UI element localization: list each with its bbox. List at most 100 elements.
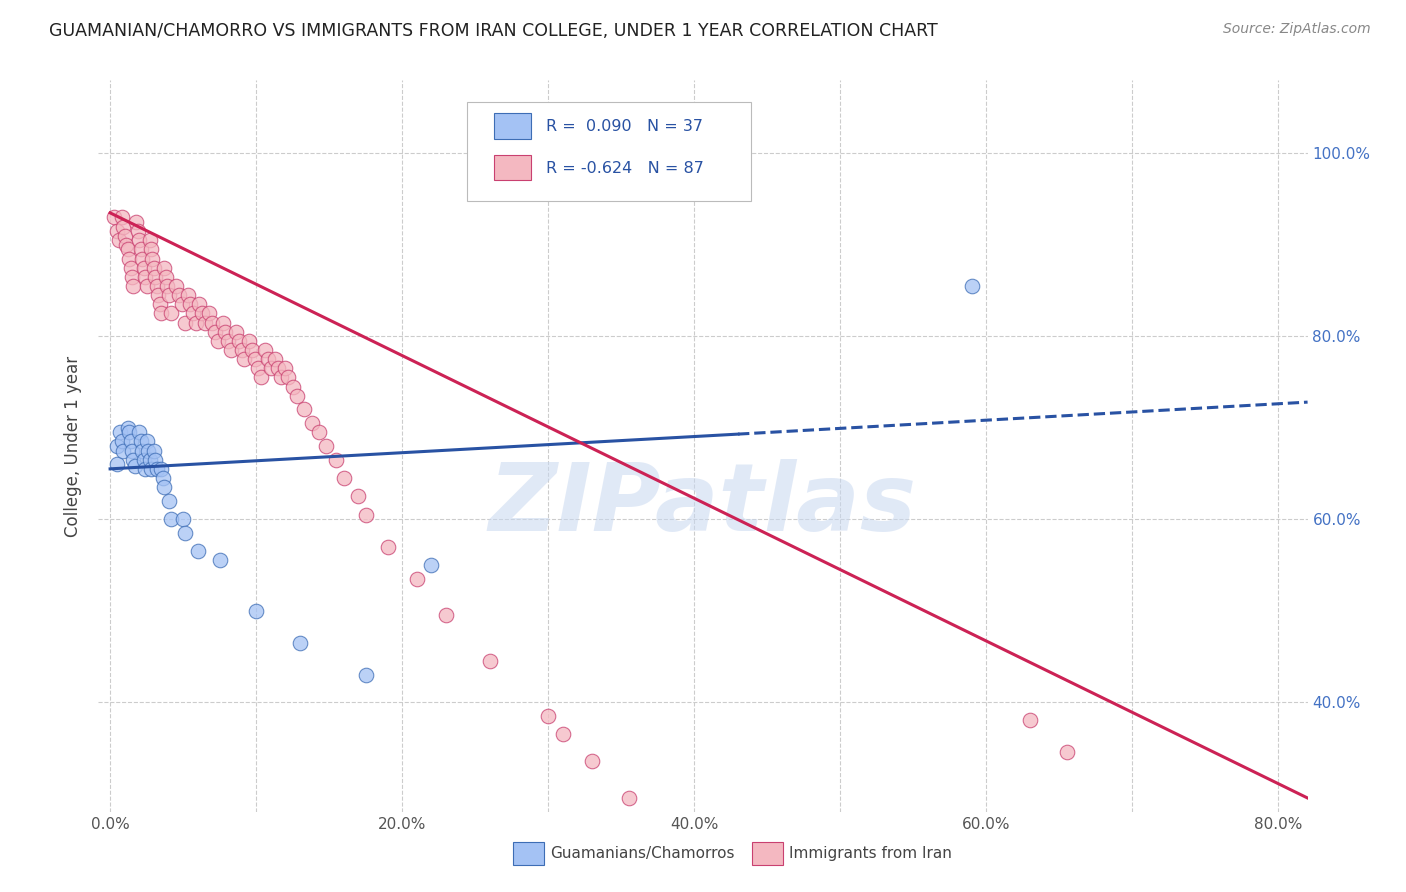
Point bbox=[135, 279, 157, 293]
Point bbox=[136, 443, 159, 458]
Point bbox=[217, 334, 239, 348]
Point bbox=[308, 425, 330, 440]
Point bbox=[228, 334, 250, 348]
Point bbox=[478, 654, 501, 668]
Point bbox=[194, 316, 217, 330]
Text: R =  0.090   N = 37: R = 0.090 N = 37 bbox=[546, 119, 703, 134]
Point bbox=[127, 224, 149, 238]
Point bbox=[281, 379, 304, 393]
Point bbox=[122, 452, 145, 467]
Point bbox=[114, 228, 136, 243]
Point bbox=[122, 279, 145, 293]
Point bbox=[188, 297, 211, 311]
Point bbox=[238, 334, 260, 348]
Point bbox=[960, 279, 983, 293]
Point bbox=[274, 361, 297, 376]
Point bbox=[120, 434, 142, 449]
Point bbox=[103, 211, 125, 225]
Point bbox=[132, 452, 155, 467]
Point bbox=[172, 512, 194, 526]
FancyBboxPatch shape bbox=[467, 103, 751, 201]
Text: R = -0.624   N = 87: R = -0.624 N = 87 bbox=[546, 161, 703, 176]
Point bbox=[139, 462, 162, 476]
Point bbox=[173, 525, 195, 540]
Point bbox=[179, 297, 201, 311]
Point bbox=[153, 260, 176, 275]
Point bbox=[301, 416, 323, 430]
Point bbox=[160, 512, 183, 526]
Point bbox=[132, 260, 155, 275]
Point bbox=[249, 370, 271, 384]
Point bbox=[267, 361, 290, 376]
Point bbox=[191, 306, 214, 320]
Point bbox=[204, 325, 226, 339]
Point bbox=[128, 233, 150, 247]
Point bbox=[201, 316, 224, 330]
Point bbox=[434, 608, 457, 623]
Point bbox=[124, 459, 146, 474]
Point bbox=[112, 219, 135, 234]
Point bbox=[173, 316, 195, 330]
Point bbox=[107, 439, 129, 453]
Point bbox=[165, 279, 187, 293]
Point bbox=[354, 667, 377, 681]
Point bbox=[120, 260, 142, 275]
Point bbox=[157, 494, 180, 508]
Point bbox=[256, 352, 278, 367]
Point bbox=[581, 755, 603, 769]
Text: Source: ZipAtlas.com: Source: ZipAtlas.com bbox=[1223, 22, 1371, 37]
Point bbox=[208, 553, 231, 567]
Point bbox=[129, 434, 152, 449]
Point bbox=[107, 224, 129, 238]
Point bbox=[377, 540, 399, 554]
Point bbox=[315, 439, 337, 453]
Point bbox=[211, 316, 233, 330]
Point bbox=[654, 837, 676, 851]
FancyBboxPatch shape bbox=[494, 113, 531, 139]
Point bbox=[138, 452, 160, 467]
Point bbox=[129, 243, 152, 257]
Point bbox=[157, 288, 180, 302]
Point bbox=[292, 402, 315, 417]
FancyBboxPatch shape bbox=[494, 155, 531, 180]
Point bbox=[117, 421, 139, 435]
Point bbox=[420, 558, 443, 572]
Point bbox=[253, 343, 276, 357]
Point bbox=[354, 508, 377, 522]
Point bbox=[150, 306, 173, 320]
Point bbox=[141, 252, 163, 266]
Point bbox=[107, 457, 129, 471]
Point bbox=[115, 237, 138, 252]
Text: Guamanians/Chamorros: Guamanians/Chamorros bbox=[550, 847, 734, 861]
Point bbox=[121, 443, 143, 458]
Text: ZIPatlas: ZIPatlas bbox=[489, 458, 917, 550]
Point bbox=[108, 233, 131, 247]
Point bbox=[152, 471, 174, 485]
Point bbox=[231, 343, 253, 357]
Point bbox=[112, 443, 135, 458]
Point bbox=[1019, 714, 1042, 728]
Point bbox=[134, 269, 156, 284]
Point bbox=[146, 279, 169, 293]
Point bbox=[153, 480, 176, 494]
Point bbox=[537, 708, 560, 723]
Point bbox=[198, 306, 221, 320]
Point bbox=[240, 343, 263, 357]
Point bbox=[243, 352, 266, 367]
Point bbox=[149, 297, 172, 311]
Point bbox=[207, 334, 229, 348]
Point bbox=[131, 443, 153, 458]
Point bbox=[187, 544, 209, 558]
Point bbox=[155, 269, 177, 284]
Point bbox=[617, 791, 640, 805]
Point bbox=[138, 233, 160, 247]
Point bbox=[160, 306, 183, 320]
Point bbox=[183, 306, 205, 320]
Point bbox=[142, 443, 165, 458]
Point bbox=[117, 243, 139, 257]
Point bbox=[288, 635, 311, 649]
Point bbox=[246, 361, 269, 376]
Point bbox=[148, 288, 170, 302]
Point bbox=[111, 211, 134, 225]
Text: GUAMANIAN/CHAMORRO VS IMMIGRANTS FROM IRAN COLLEGE, UNDER 1 YEAR CORRELATION CHA: GUAMANIAN/CHAMORRO VS IMMIGRANTS FROM IR… bbox=[49, 22, 938, 40]
